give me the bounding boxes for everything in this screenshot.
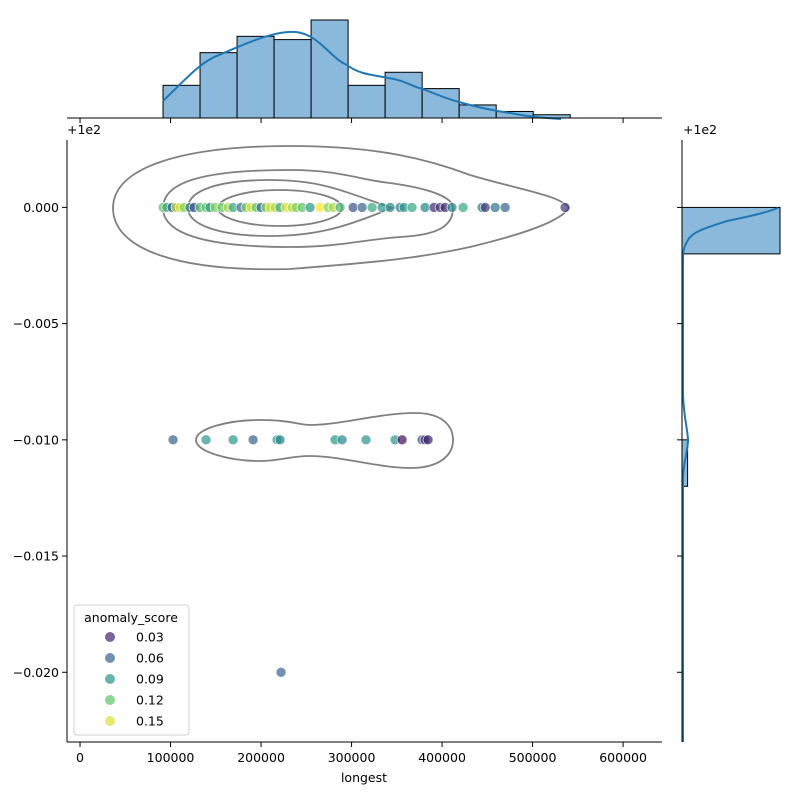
- scatter-point: [489, 202, 501, 213]
- scatter-point: [356, 202, 368, 213]
- x-ticks: 0 100000 200000 300000 400000 500000 600000: [76, 742, 647, 765]
- scatter-point: [419, 202, 431, 213]
- x-tick-label: 0: [76, 750, 84, 765]
- legend-label: 0.03: [136, 630, 164, 645]
- top-hist-bar: [273, 39, 312, 119]
- legend-marker: [105, 632, 115, 642]
- scatter-point: [360, 434, 372, 446]
- right-marginal-histogram: +1e2: [677, 122, 781, 742]
- top-hist-bar: [236, 35, 275, 119]
- top-hist-bar: [347, 84, 386, 119]
- x-tick-label: 300000: [328, 750, 376, 765]
- scatter-point: [406, 202, 418, 213]
- x-tick-label: 600000: [599, 750, 647, 765]
- legend-entries: 0.03 0.06 0.09 0.12 0.15: [105, 630, 164, 729]
- scatter-point: [396, 434, 408, 446]
- top-hist-bar: [421, 88, 460, 119]
- legend-marker: [105, 695, 115, 705]
- x-tick-label: 200000: [237, 750, 285, 765]
- right-kde-curve: [682, 207, 779, 742]
- scatter-point: [304, 202, 316, 213]
- scatter-point: [227, 434, 239, 446]
- top-kde-curve: [162, 30, 562, 120]
- x-tick-label: 100000: [147, 750, 195, 765]
- legend-marker: [105, 674, 115, 684]
- top-hist-bar: [310, 19, 349, 119]
- right-hist-bar: [681, 206, 781, 255]
- right-hist-bars: [681, 206, 781, 673]
- scatter-point: [384, 202, 396, 213]
- scatter-point: [366, 202, 378, 213]
- kde-contours: [112, 145, 571, 469]
- right-offset-label: +1e2: [683, 122, 717, 137]
- legend-label: 0.12: [136, 693, 164, 708]
- scatter-point: [336, 434, 348, 446]
- x-tick-label: 500000: [509, 750, 557, 765]
- y-offset-label: +1e2: [67, 122, 101, 137]
- top-hist-bar: [199, 52, 238, 119]
- legend-marker: [105, 653, 115, 663]
- main-axes: 0 100000 200000 300000 400000 500000 600000 0.…: [13, 122, 662, 785]
- scatter-point: [275, 666, 287, 678]
- legend-frame: [73, 604, 190, 736]
- top-hist-bar: [162, 84, 201, 119]
- top-hist-bars: [162, 19, 571, 119]
- scatter-point: [200, 434, 212, 446]
- legend: anomaly_score 0.03 0.06 0.09 0.12 0.15: [73, 604, 190, 736]
- scatter-point: [247, 434, 259, 446]
- scatter-point: [457, 202, 469, 213]
- right-hist-ticks: [677, 206, 682, 673]
- y-tick-label: −0.005: [13, 316, 59, 331]
- top-marginal-histogram: [67, 19, 662, 123]
- scatter-point: [347, 202, 359, 213]
- y-tick-label: −0.020: [13, 665, 59, 680]
- y-tick-label: −0.010: [13, 432, 59, 447]
- scatter-point: [479, 202, 491, 213]
- scatter-point: [499, 202, 511, 213]
- top-hist-bar: [384, 71, 423, 119]
- scatter-point: [274, 434, 286, 446]
- top-hist-ticks: [79, 118, 624, 123]
- scatter-point: [446, 202, 458, 213]
- x-tick-label: 400000: [418, 750, 466, 765]
- scatter-point: [422, 434, 434, 446]
- scatter-points: [157, 202, 571, 678]
- legend-label: 0.15: [136, 714, 164, 729]
- y-ticks: 0.000 −0.005 −0.010 −0.015 −0.020: [13, 200, 67, 680]
- scatter-point: [334, 202, 346, 213]
- legend-marker: [105, 716, 115, 726]
- scatter-point: [559, 202, 571, 213]
- legend-label: 0.09: [136, 672, 164, 687]
- y-tick-label: −0.015: [13, 549, 59, 564]
- y-tick-label: 0.000: [23, 200, 59, 215]
- legend-title: anomaly_score: [84, 610, 178, 625]
- legend-label: 0.06: [136, 651, 164, 666]
- scatter-point: [167, 434, 179, 446]
- x-axis-label: longest: [341, 770, 387, 785]
- contour-secondary: [195, 412, 454, 469]
